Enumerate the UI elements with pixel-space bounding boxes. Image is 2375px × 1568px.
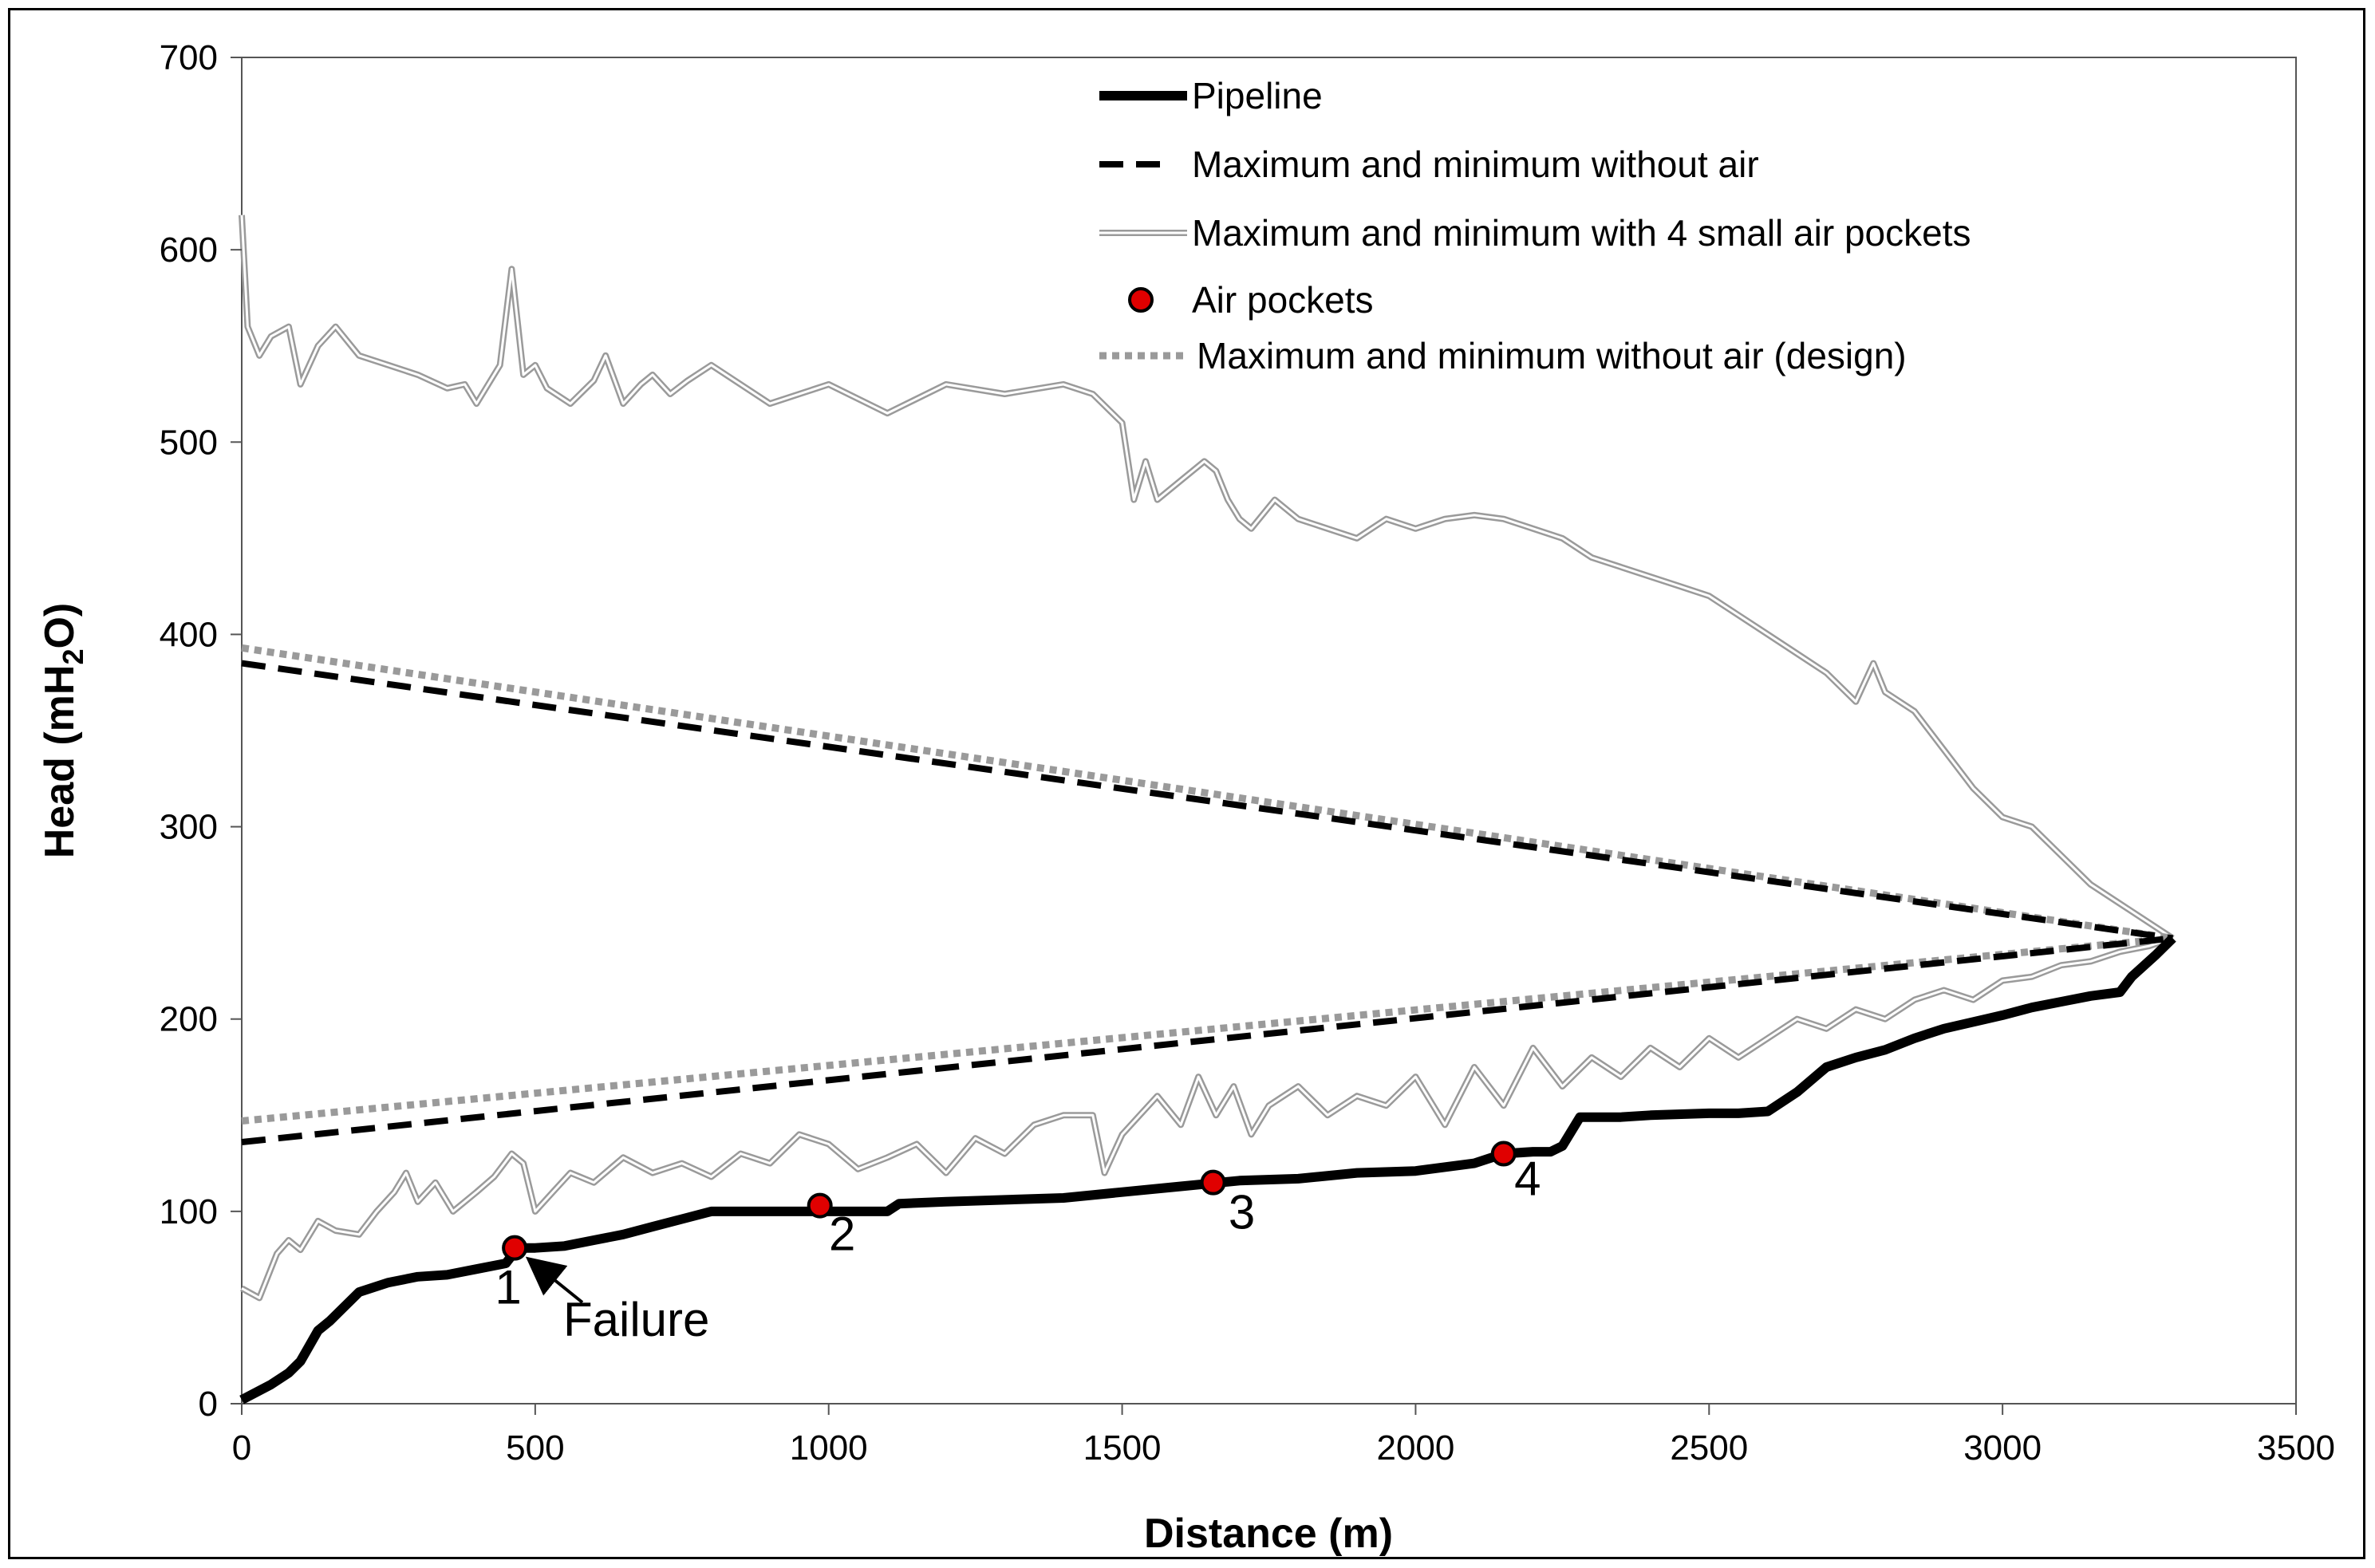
x-tick-label: 2500 — [1670, 1428, 1748, 1468]
y-tick-label: 0 — [199, 1385, 218, 1424]
legend-swatch-airpts — [1128, 287, 1154, 313]
legend: Pipeline Maximum and minimum without air… — [1099, 75, 1971, 376]
x-tick-label: 1000 — [790, 1428, 868, 1468]
air-pocket-label-1: 1 — [495, 1261, 521, 1314]
air-pocket-label-3: 3 — [1229, 1186, 1255, 1239]
air-pocket-label-4: 4 — [1514, 1152, 1541, 1206]
series-line-airpockets4-min-core — [241, 936, 2173, 1299]
y-tick-label: 500 — [160, 423, 218, 462]
series-line-airpockets4-max-core — [240, 215, 2174, 940]
series-line-airpockets4-max — [239, 215, 2175, 941]
x-tick-label: 3500 — [2257, 1428, 2335, 1468]
y-tick-label: 300 — [160, 808, 218, 847]
legend-entry-noair: Maximum and minimum without air — [1099, 144, 1759, 185]
legend-entry-design: Maximum and minimum without air (design) — [1099, 335, 1907, 376]
series-line-design-min — [241, 934, 2173, 1125]
air-pocket-point-1 — [502, 1235, 528, 1261]
failure-label: Failure — [563, 1293, 709, 1346]
ticks-layer: 0 500 1000 1500 2000 2500 3000 3500010020030040… — [160, 38, 2335, 1468]
series-line-noair-min — [241, 935, 2173, 1145]
plot-area — [241, 57, 2297, 1405]
x-axis-title: Distance (m) — [1144, 1511, 1393, 1557]
legend-label-pipeline: Pipeline — [1192, 75, 1323, 116]
x-tick-label: 500 — [506, 1428, 564, 1468]
y-tick-label: 600 — [160, 230, 218, 270]
legend-entry-airpts: Air pockets — [1128, 279, 1374, 321]
failure-annotation: Failure — [525, 1256, 709, 1346]
air-pocket-point-4 — [1490, 1141, 1517, 1167]
legend-label-noair: Maximum and minimum without air — [1192, 144, 1759, 185]
failure-arrow — [525, 1256, 584, 1304]
series-layer — [239, 215, 2176, 1405]
y-tick-label: 400 — [160, 615, 218, 654]
x-tick-label: 0 — [232, 1428, 251, 1468]
air-pocket-label-2: 2 — [829, 1208, 855, 1261]
y-tick-label: 100 — [160, 1192, 218, 1231]
x-tick-label: 2000 — [1376, 1428, 1454, 1468]
legend-label-airpts: Air pockets — [1192, 279, 1374, 321]
air-pocket-point-3 — [1200, 1169, 1226, 1196]
y-tick-label: 200 — [160, 1000, 218, 1039]
y-axis-title-subscript: 2 — [57, 649, 89, 665]
series-line-noair-max — [241, 660, 2174, 942]
points-layer: 1 2 3 4 — [495, 1141, 1541, 1314]
legend-label-design: Maximum and minimum without air (design) — [1197, 335, 1907, 376]
legend-entry-pipeline: Pipeline — [1099, 75, 1323, 116]
legend-label-airpockets4: Maximum and minimum with 4 small air poc… — [1192, 212, 1971, 254]
air-pocket-point-2 — [807, 1192, 833, 1219]
y-tick-label: 700 — [160, 38, 218, 77]
y-axis-title: Head (mH2O) — [37, 603, 89, 859]
legend-entry-airpockets4: Maximum and minimum with 4 small air poc… — [1099, 212, 1971, 254]
y-axis-title-suffix: O) — [37, 603, 83, 649]
x-tick-label: 3000 — [1963, 1428, 2042, 1468]
series-line-pipeline — [239, 935, 2176, 1405]
x-tick-label: 1500 — [1083, 1428, 1162, 1468]
y-axis-title-prefix: Head (mH — [37, 665, 83, 859]
